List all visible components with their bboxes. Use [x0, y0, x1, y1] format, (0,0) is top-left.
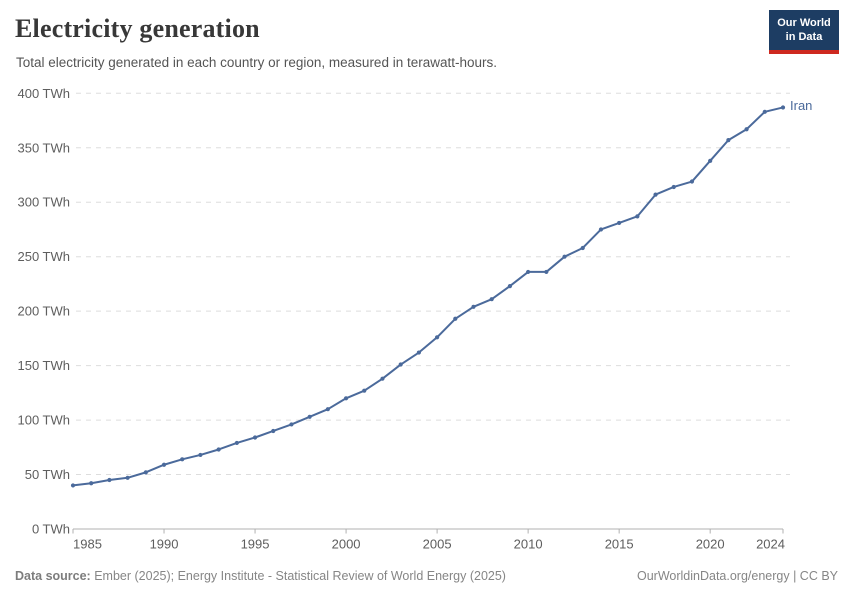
data-point: [380, 376, 385, 381]
owid-logo[interactable]: Our World in Data: [769, 10, 839, 54]
data-point: [562, 254, 567, 259]
data-point: [161, 462, 167, 467]
x-tick-label: 1985: [73, 537, 102, 552]
x-tick-label: 2015: [605, 537, 634, 552]
x-tick-label: 2005: [423, 537, 452, 552]
iran-series-line[interactable]: [72, 106, 784, 487]
data-point: [362, 388, 367, 393]
data-point: [398, 362, 403, 367]
data-point: [507, 283, 513, 289]
owid-logo-line2: in Data: [785, 30, 823, 43]
y-tick-label: 300 TWh: [17, 195, 70, 210]
data-point: [234, 440, 239, 446]
y-tick-label: 200 TWh: [17, 304, 70, 319]
data-point: [416, 350, 421, 355]
data-point: [635, 214, 640, 219]
x-tick-label: 1995: [241, 537, 270, 552]
iran-series-points: [70, 105, 786, 488]
page-title: Electricity generation: [15, 14, 260, 43]
chart-subtitle: Total electricity generated in each coun…: [16, 55, 497, 70]
y-tick-label: 100 TWh: [17, 413, 70, 428]
data-point: [252, 435, 258, 440]
data-point: [89, 481, 94, 486]
data-point: [708, 158, 713, 163]
data-point: [580, 245, 585, 251]
credit-link[interactable]: OurWorldinData.org/energy | CC BY: [636, 569, 838, 583]
data-point: [617, 220, 622, 226]
x-tick-label: 2020: [696, 537, 725, 552]
data-point: [107, 477, 112, 483]
y-tick-label: 150 TWh: [17, 358, 70, 373]
data-point: [780, 105, 786, 110]
data-point: [526, 269, 531, 275]
data-point: [343, 396, 349, 401]
data-source-text: Ember (2025); Energy Institute - Statist…: [90, 569, 506, 583]
data-point: [216, 447, 221, 452]
data-point: [307, 414, 312, 419]
data-point: [180, 457, 185, 462]
series-label-iran[interactable]: Iran: [790, 98, 813, 114]
data-point: [70, 483, 76, 488]
x-tick-label: 2000: [332, 537, 361, 552]
data-point: [435, 335, 440, 340]
data-point: [689, 179, 695, 184]
data-point: [489, 297, 494, 302]
owid-logo-line1: Our World: [777, 17, 831, 29]
y-tick-label: 0 TWh: [32, 522, 70, 537]
data-point: [471, 304, 476, 309]
data-point: [744, 127, 749, 132]
data-point: [453, 316, 458, 321]
data-source-label: Data source:: [15, 569, 91, 583]
data-point: [289, 422, 294, 427]
data-source-note: Data source: Ember (2025); Energy Instit…: [15, 569, 506, 583]
data-point: [143, 470, 148, 475]
data-point: [726, 138, 731, 143]
y-tick-label: 350 TWh: [17, 140, 70, 155]
y-tick-label: 400 TWh: [17, 86, 70, 101]
x-tick-labels: 1985 1990 1995 2000 2005 2010 2015 2020 2024: [73, 537, 785, 552]
data-point: [762, 109, 767, 114]
y-tick-label: 250 TWh: [17, 249, 70, 264]
x-tick-label: 2024: [756, 537, 785, 552]
data-point: [544, 269, 549, 275]
data-point: [653, 192, 658, 197]
data-point: [125, 475, 130, 480]
data-point: [671, 184, 676, 190]
x-axis: [72, 529, 784, 534]
x-tick-label: 1990: [150, 537, 179, 552]
data-point: [598, 227, 604, 232]
data-point: [271, 428, 276, 434]
data-point: [198, 452, 203, 458]
x-tick-label: 2010: [514, 537, 543, 552]
y-tick-labels: 0 TWh 50 TWh 100 TWh 150 TWh 200 TWh 250 TWh 3…: [17, 86, 70, 537]
data-point: [325, 407, 330, 412]
y-tick-label: 50 TWh: [25, 467, 70, 482]
y-gridlines: [73, 92, 790, 530]
